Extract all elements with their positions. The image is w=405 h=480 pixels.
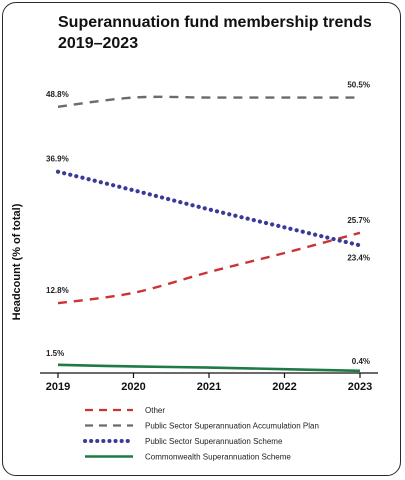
series-line-0	[57, 231, 361, 305]
legend-label: Public Sector Superannuation Accumulatio…	[145, 422, 319, 431]
series-line-2	[55, 169, 363, 248]
data-label: 25.7%	[347, 216, 370, 225]
data-label: 48.8%	[46, 90, 69, 99]
data-label: 36.9%	[46, 155, 69, 164]
chart-title: Superannuation fund membership trends 20…	[58, 14, 372, 52]
legend-label: Other	[145, 406, 165, 415]
x-tick-label: 2019	[46, 381, 70, 393]
series-line-3	[57, 363, 361, 373]
data-label: 12.8%	[46, 286, 69, 295]
series-line-1	[57, 95, 360, 109]
x-tick-label: 2023	[348, 381, 372, 393]
x-tick-label: 2022	[272, 381, 296, 393]
data-label: 50.5%	[347, 81, 370, 90]
data-label: 1.5%	[46, 349, 64, 358]
legend-label: Commonwealth Superannuation Scheme	[145, 453, 291, 462]
data-label: 23.4%	[347, 253, 370, 262]
legend-label: Public Sector Superannuation Scheme	[145, 437, 283, 446]
y-axis-label: Headcount (% of total)	[11, 203, 23, 320]
data-label: 0.4%	[352, 357, 370, 366]
x-tick-label: 2021	[197, 381, 221, 393]
x-tick-label: 2020	[121, 381, 145, 393]
